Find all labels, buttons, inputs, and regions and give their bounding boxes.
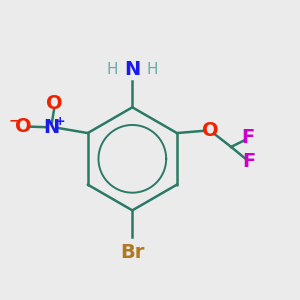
Text: O: O — [15, 117, 31, 136]
Text: H: H — [146, 61, 158, 76]
Text: F: F — [242, 152, 255, 170]
Text: +: + — [54, 115, 65, 128]
Text: N: N — [124, 60, 140, 79]
Text: F: F — [242, 128, 255, 147]
Text: O: O — [202, 121, 218, 140]
Text: Br: Br — [120, 243, 145, 262]
Text: −: − — [9, 114, 20, 128]
Text: O: O — [46, 94, 62, 113]
Text: H: H — [107, 61, 118, 76]
Text: N: N — [44, 118, 60, 137]
